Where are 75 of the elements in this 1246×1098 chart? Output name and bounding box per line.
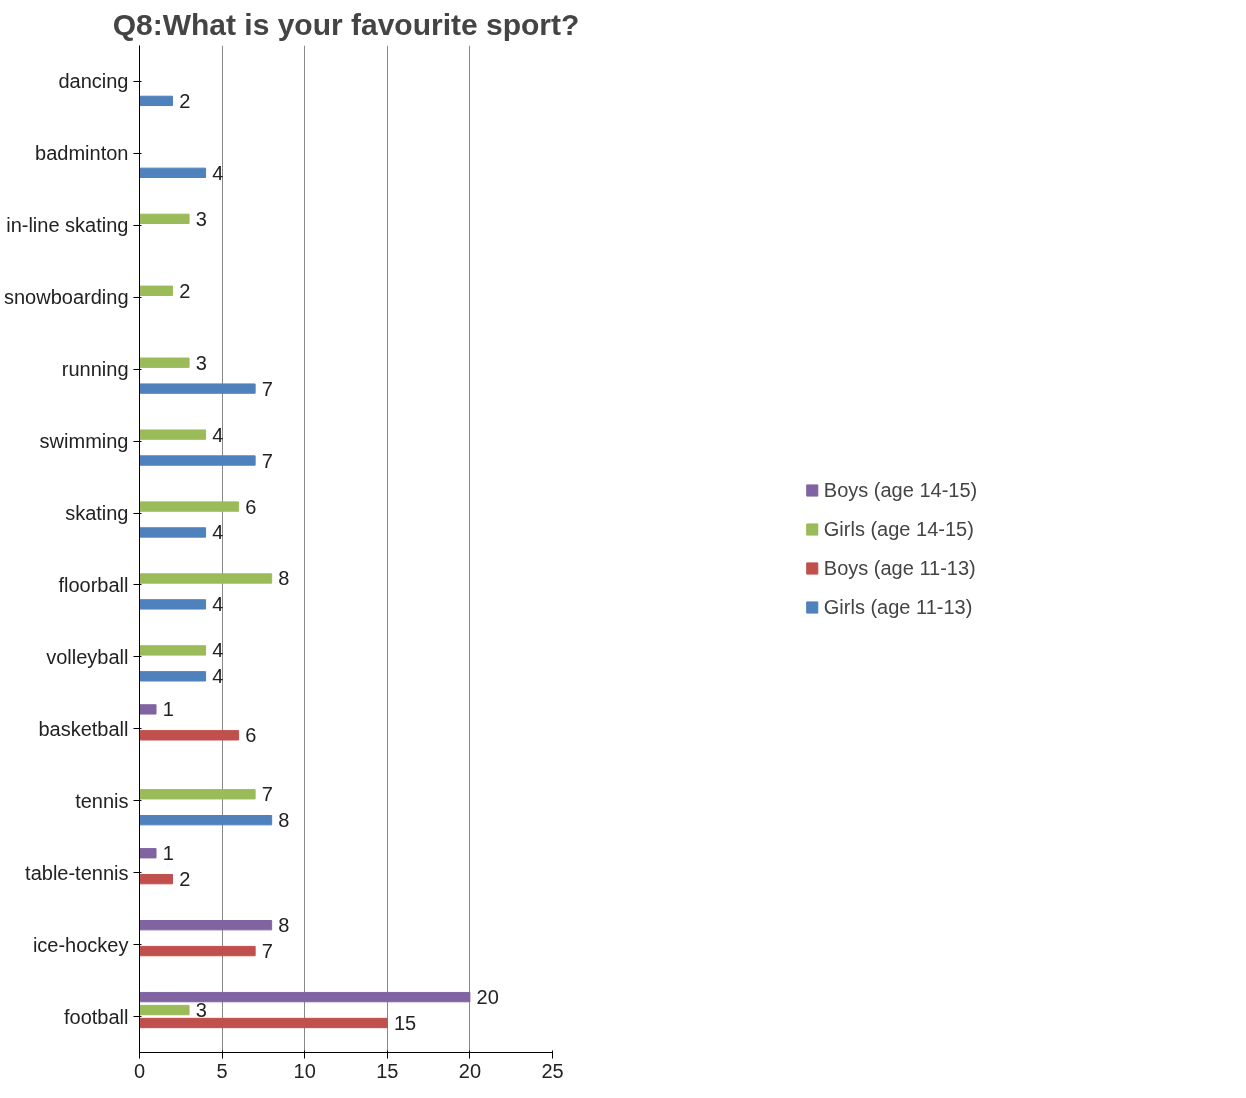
bar [139, 213, 190, 225]
data-label: 1 [162, 842, 174, 865]
y-tick-label: in-line skating [6, 214, 129, 237]
y-tick-label: table-tennis [25, 861, 129, 884]
data-label: 15 [393, 1012, 417, 1035]
bar [139, 789, 256, 800]
bar [139, 455, 256, 466]
y-tick-label: football [64, 1005, 129, 1028]
data-label: 3 [195, 351, 207, 374]
data-label: 3 [195, 999, 207, 1022]
bar [139, 167, 207, 178]
bar [139, 357, 190, 368]
bar [139, 1017, 388, 1029]
bar [139, 945, 256, 957]
y-tick-label: basketball [38, 717, 129, 740]
bar [139, 730, 240, 741]
data-label: 7 [261, 783, 273, 806]
bar [139, 95, 174, 107]
x-tick-label: 20 [458, 1059, 482, 1082]
x-tick-label: 0 [133, 1059, 146, 1082]
data-label: 2 [179, 279, 191, 302]
bar [139, 573, 273, 584]
legend-label: Girls (age 14-15) [823, 517, 974, 541]
legend-label: Boys (age 11-13) [823, 556, 976, 580]
data-label: 2 [179, 868, 191, 891]
chart-title: Q8:What is your favourite sport? [112, 7, 580, 41]
bar [139, 815, 273, 826]
y-tick-label: ice-hockey [32, 933, 129, 956]
data-label: 7 [261, 940, 273, 963]
y-tick-label: dancing [58, 70, 129, 93]
y-tick-label: running [61, 358, 129, 381]
data-label: 4 [212, 521, 224, 544]
data-label: 6 [245, 724, 257, 747]
bar [139, 383, 256, 394]
data-label: 1 [162, 698, 174, 721]
bar [139, 429, 207, 440]
y-tick-label: tennis [75, 789, 129, 812]
y-tick-label: skating [65, 502, 129, 525]
y-tick-label: floorball [58, 573, 129, 596]
data-label: 7 [261, 377, 273, 400]
data-label: 8 [278, 567, 290, 590]
x-tick-label: 5 [216, 1059, 228, 1082]
bar [139, 991, 471, 1003]
y-tick-label: badminton [35, 142, 129, 165]
x-tick-label: 10 [293, 1059, 316, 1082]
data-label: 7 [261, 449, 273, 472]
data-label: 4 [212, 423, 224, 446]
x-tick-label: 25 [541, 1059, 564, 1082]
data-label: 8 [278, 809, 290, 832]
bar [139, 501, 240, 512]
bar [139, 285, 174, 296]
bar [139, 671, 207, 682]
bar [139, 873, 174, 885]
data-label: 3 [195, 207, 207, 230]
bar [139, 527, 207, 538]
legend-label: Boys (age 14-15) [823, 478, 978, 502]
data-label: 4 [212, 639, 224, 662]
data-label: 20 [476, 986, 499, 1009]
bar [139, 704, 157, 715]
data-label: 4 [212, 161, 224, 184]
legend-label: Girls (age 11-13) [823, 595, 973, 619]
bar [139, 599, 207, 610]
bar [139, 645, 207, 656]
bar [139, 1004, 190, 1016]
data-label: 2 [179, 89, 191, 112]
data-label: 8 [278, 914, 290, 937]
bar [139, 920, 273, 931]
y-tick-label: swimming [39, 430, 129, 453]
y-tick-label: snowboarding [3, 286, 129, 309]
data-label: 4 [212, 593, 224, 616]
data-label: 6 [245, 495, 257, 518]
x-tick-label: 15 [376, 1059, 399, 1082]
bar [139, 848, 157, 859]
y-tick-label: volleyball [46, 645, 129, 668]
data-label: 4 [212, 665, 224, 688]
